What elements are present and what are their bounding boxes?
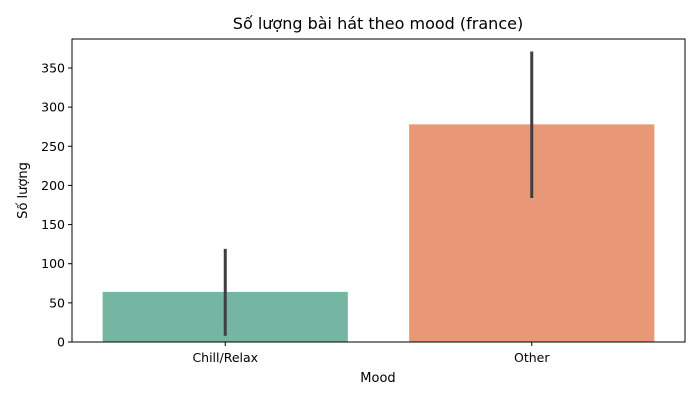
x-tick-label: Chill/Relax bbox=[192, 350, 258, 365]
error-bars-group bbox=[223, 51, 534, 336]
x-axis-ticks: Chill/Relax Other bbox=[192, 342, 550, 365]
y-tick-label: 250 bbox=[41, 139, 65, 154]
y-tick-label: 150 bbox=[41, 217, 65, 232]
y-axis-label: Số lượng bbox=[16, 162, 31, 219]
bars-group bbox=[102, 124, 655, 342]
x-tick-label: Other bbox=[514, 350, 550, 365]
y-axis-ticks: 0 50 100 150 200 250 300 350 bbox=[41, 60, 72, 350]
chart-title: Số lượng bài hát theo mood (france) bbox=[233, 14, 523, 33]
plot-area-frame bbox=[71, 38, 686, 343]
y-tick-label: 350 bbox=[41, 60, 65, 75]
x-axis-label: Mood bbox=[360, 371, 395, 386]
y-tick-label: 200 bbox=[41, 178, 65, 193]
y-tick-label: 0 bbox=[57, 335, 65, 350]
y-tick-label: 50 bbox=[49, 295, 65, 310]
y-tick-label: 300 bbox=[41, 100, 65, 115]
y-tick-label: 100 bbox=[41, 256, 65, 271]
